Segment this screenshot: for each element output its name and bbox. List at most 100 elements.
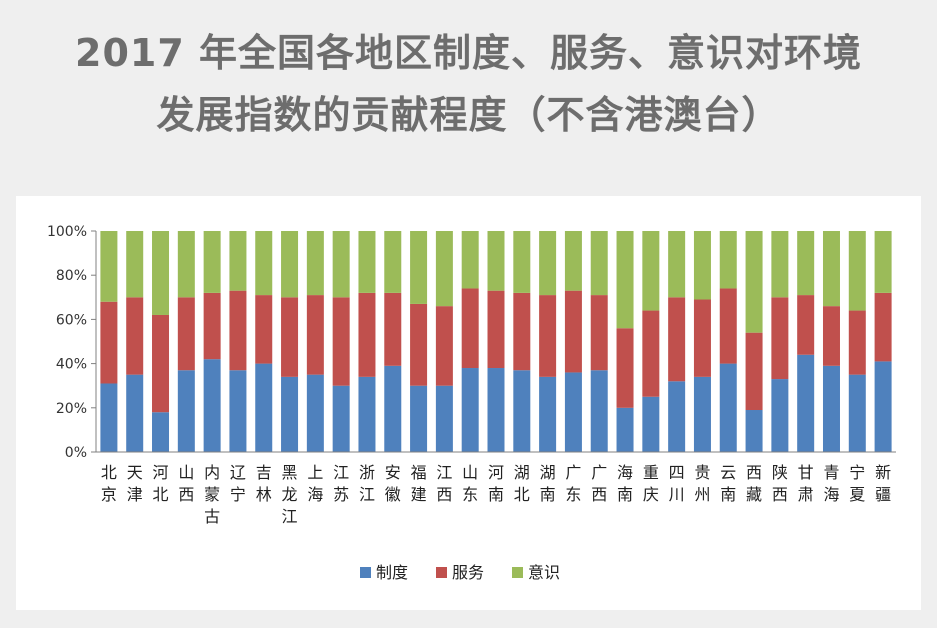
x-tick-label: 广东 xyxy=(565,463,581,504)
title-line-1: 2017 年全国各地区制度、服务、意识对环境 xyxy=(75,31,862,75)
bar-segment xyxy=(771,297,789,380)
x-tick-label: 湖南 xyxy=(540,463,556,504)
bar-segment xyxy=(229,290,247,371)
x-tick-label: 广西 xyxy=(591,463,607,504)
x-tick-label: 山西 xyxy=(178,463,194,504)
bar-segment xyxy=(100,383,118,452)
x-tick-label: 甘肃 xyxy=(798,463,814,504)
bar-segment xyxy=(203,231,221,293)
bar-segment xyxy=(177,297,195,371)
bar-segment xyxy=(203,359,221,452)
bar-segment xyxy=(590,295,608,371)
bar-segment xyxy=(332,231,350,298)
x-tick-label: 天津 xyxy=(127,463,143,504)
bar-segment xyxy=(564,231,582,291)
bar-segment xyxy=(822,306,840,366)
bar-segment xyxy=(100,231,118,302)
chart-panel: 0% 20% 40% 60% 80% 100% 北京 天津 河北 山西 内蒙古 辽宁 吉林 黑龙江 上海 江苏… xyxy=(16,196,921,610)
bar-segment xyxy=(306,231,324,296)
bar-segment xyxy=(152,231,170,315)
bar-segment xyxy=(848,310,866,375)
bar-segment xyxy=(332,297,350,386)
bar-segment xyxy=(797,295,815,355)
x-tick-label: 江苏 xyxy=(333,463,349,504)
y-tick-label: 80% xyxy=(56,268,87,284)
bar-segment xyxy=(229,231,247,291)
y-tick-label: 60% xyxy=(56,312,87,328)
bar-segment xyxy=(410,385,428,452)
x-tick-label: 浙江 xyxy=(359,463,375,504)
bar-segment xyxy=(668,231,686,298)
bar-segment xyxy=(229,370,247,452)
x-tick-label: 四川 xyxy=(669,463,685,504)
y-tick-label: 100% xyxy=(47,224,87,240)
bar-segment xyxy=(281,297,299,377)
bar-segment xyxy=(358,376,376,452)
bar-segment xyxy=(539,231,557,296)
bar-segment xyxy=(848,231,866,311)
legend-swatch xyxy=(360,567,371,578)
x-tick-label: 西藏 xyxy=(746,463,762,504)
bar-segment xyxy=(564,372,582,452)
x-tick-label: 江西 xyxy=(436,463,452,504)
bar-segment xyxy=(590,231,608,296)
x-tick-label: 上海 xyxy=(307,463,323,504)
x-tick-label: 吉林 xyxy=(256,463,272,504)
x-tick-label: 辽宁 xyxy=(230,463,246,504)
x-tick-label: 青海 xyxy=(823,463,839,504)
x-tick-label: 海南 xyxy=(617,463,633,504)
bar-segment xyxy=(693,231,711,300)
bar-segment xyxy=(255,231,273,296)
bar-segment xyxy=(797,354,815,452)
bar-segment xyxy=(874,292,892,362)
legend-label: 制度 xyxy=(376,563,408,582)
bar-segment xyxy=(874,361,892,452)
bar-segment xyxy=(693,299,711,377)
bar-segment xyxy=(513,292,531,371)
legend-swatch xyxy=(436,567,447,578)
bar-segment xyxy=(539,295,557,377)
bar-segment xyxy=(384,365,402,452)
x-tick-label: 陕西 xyxy=(772,463,788,504)
bar-segment xyxy=(384,292,402,366)
bar-segment xyxy=(358,231,376,293)
x-tick-label: 安徽 xyxy=(385,463,401,504)
bar-segment xyxy=(332,385,350,452)
legend-label: 服务 xyxy=(452,563,484,582)
bar-segment xyxy=(771,379,789,452)
bar-segment xyxy=(616,407,634,452)
bar-segment xyxy=(874,231,892,293)
bar-segment xyxy=(410,303,428,386)
bar-segment xyxy=(771,231,789,298)
bar-segment xyxy=(487,231,505,291)
bar-segment xyxy=(461,288,479,369)
bar-segment xyxy=(435,231,453,307)
bar-segment xyxy=(306,295,324,375)
bar-segment xyxy=(719,288,737,364)
bar-segment xyxy=(848,374,866,452)
x-tick-label: 宁夏 xyxy=(849,463,865,504)
x-tick-label: 湖北 xyxy=(514,463,530,504)
bar-segment xyxy=(642,396,660,452)
bar-segment xyxy=(435,306,453,386)
bar-segment xyxy=(126,231,144,298)
bar-segment xyxy=(487,290,505,369)
bar-segment xyxy=(719,231,737,289)
bar-segment xyxy=(487,368,505,452)
bar-segment xyxy=(281,231,299,298)
x-tick-label: 福建 xyxy=(411,463,427,504)
stacked-bar-chart: 0% 20% 40% 60% 80% 100% 北京天津河北山西内蒙古辽宁吉林黑龙江上海江苏… xyxy=(47,224,896,582)
bar-segment xyxy=(203,292,221,360)
bar-segment xyxy=(513,370,531,452)
bar-segment xyxy=(822,231,840,307)
x-tick-label: 重庆 xyxy=(643,463,659,504)
x-tick-label: 山东 xyxy=(462,463,478,504)
bar-segment xyxy=(435,385,453,452)
bar-segment xyxy=(126,297,144,375)
bar-segment xyxy=(539,376,557,452)
bar-segment xyxy=(306,374,324,452)
bar-segment xyxy=(461,368,479,452)
x-tick-label: 内蒙古 xyxy=(204,463,220,526)
x-tick-label: 北京 xyxy=(101,463,117,504)
y-tick-label: 40% xyxy=(56,357,87,373)
